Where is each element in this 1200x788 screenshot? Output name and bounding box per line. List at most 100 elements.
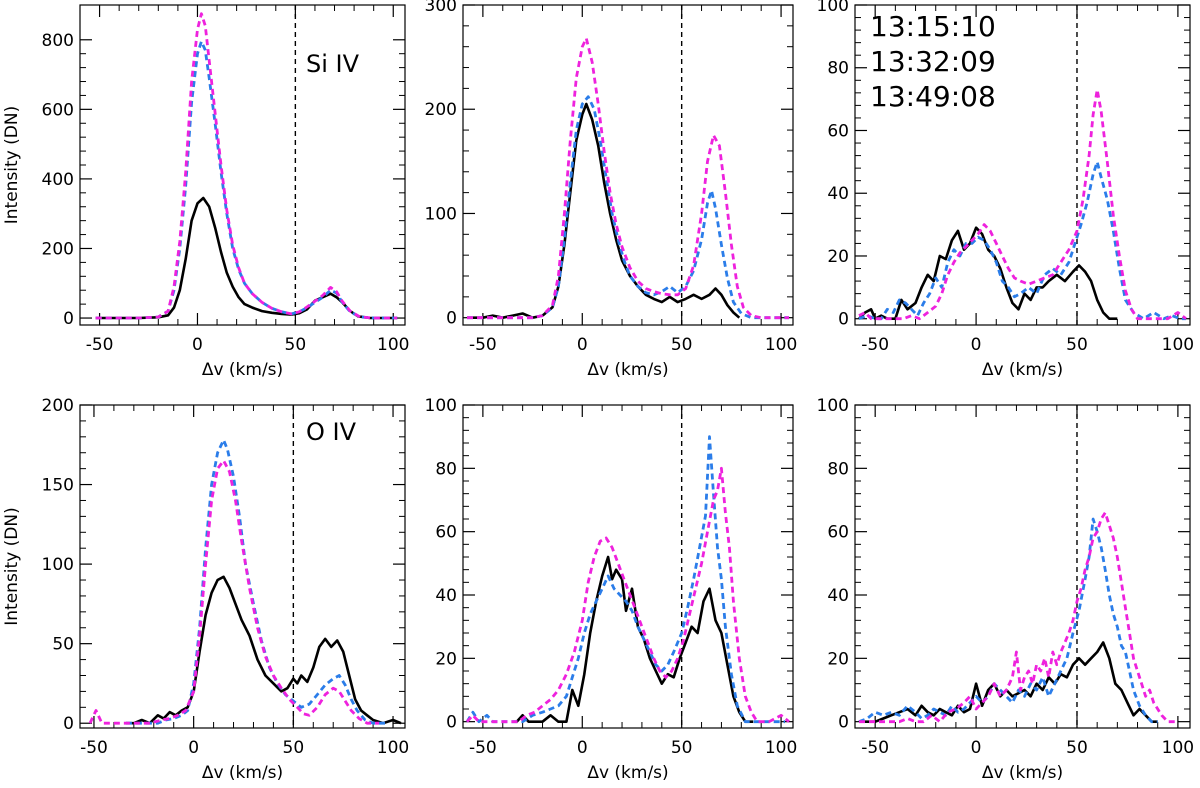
y-tick-label: 100 (42, 555, 74, 575)
y-tick-label: 80 (435, 459, 457, 479)
y-tick-label: 60 (435, 523, 457, 543)
y-tick-label: 200 (42, 396, 74, 416)
legend: 13:15:10 13:32:09 13:49:08 (870, 10, 996, 113)
y-tick-label: 200 (42, 239, 74, 259)
plot-frame (462, 4, 794, 326)
series-line-13-32-09 (858, 160, 1186, 321)
x-tick-label: 0 (192, 335, 203, 355)
series-line-13-15-10 (467, 102, 741, 320)
ion-label-o-iv: O IV (306, 418, 357, 446)
series-group (858, 88, 1187, 321)
series-line-13-32-09 (125, 438, 386, 725)
x-tick-label: -50 (861, 335, 889, 355)
y-tick-label: 100 (817, 0, 849, 16)
x-tick-label: 0 (577, 738, 588, 758)
y-tick-label: 150 (42, 476, 74, 496)
series-line-13-32-09 (858, 517, 1158, 724)
x-tick-label: -50 (469, 335, 497, 355)
y-tick-label: 0 (838, 310, 849, 330)
series-line-13-49-08 (858, 88, 1187, 321)
y-tick-label: 80 (827, 459, 849, 479)
y-tick-label: 60 (827, 121, 849, 141)
series-group (858, 511, 1178, 724)
x-axis-label: Δv (km/s) (982, 360, 1063, 380)
series-group (467, 37, 789, 320)
ion-label-si-iv: Si IV (306, 50, 360, 78)
x-axis-label: Δv (km/s) (982, 763, 1063, 783)
series-line-13-15-10 (859, 641, 1158, 724)
y-axis-label: Intensity (DN) (2, 106, 22, 224)
y-tick-label: 0 (838, 713, 849, 733)
plot-frame (854, 4, 1191, 326)
plot-frame (462, 404, 794, 729)
panel-si-iv-row1-col1: Si IV (306, 50, 360, 78)
y-axis-label: Intensity (DN) (2, 507, 22, 625)
y-tick-label: 100 (817, 396, 849, 416)
x-axis-label: Δv (km/s) (202, 360, 283, 380)
y-tick-label: 60 (827, 523, 849, 543)
x-tick-label: 100 (1162, 738, 1194, 758)
x-axis-label: Δv (km/s) (587, 763, 668, 783)
y-tick-label: 0 (63, 309, 74, 329)
x-tick-label: 100 (377, 738, 409, 758)
series-line-13-15-10 (515, 555, 754, 724)
y-tick-label: 0 (446, 713, 457, 733)
series-group (95, 12, 398, 320)
plot-panel-2: 0 100 200 300 -50 0 50 100 Δv (km/s) (425, 0, 798, 380)
y-tick-label: 200 (425, 100, 457, 120)
y-tick-label: 100 (425, 204, 457, 224)
plot-frame (79, 404, 406, 729)
y-tick-label: 50 (52, 635, 74, 655)
y-tick-label: 800 (42, 31, 74, 51)
series-line-13-49-08 (88, 459, 380, 725)
series-group (88, 438, 402, 725)
y-tick-label: 40 (827, 184, 849, 204)
series-line-13-15-10 (858, 226, 1118, 321)
series-line-13-49-08 (95, 12, 398, 320)
y-tick-label: 0 (446, 309, 457, 329)
legend-entry-13-32-09: 13:32:09 (870, 45, 996, 78)
y-tick-label: 40 (435, 586, 457, 606)
x-tick-label: -50 (80, 738, 108, 758)
series-line-13-15-10 (95, 196, 398, 320)
x-tick-label: 50 (1066, 738, 1088, 758)
series-group (465, 435, 790, 724)
y-tick-label: 20 (435, 649, 457, 669)
x-tick-label: -50 (469, 738, 497, 758)
x-tick-label: -50 (861, 738, 889, 758)
y-tick-label: 300 (425, 0, 457, 16)
y-tick-label: 20 (827, 649, 849, 669)
x-tick-label: 50 (671, 738, 693, 758)
plot-panel-3: 0 20 40 60 80 100 -50 0 50 100 Δv (km/s) (817, 0, 1195, 380)
plot-panel-1: 0 200 400 600 800 -50 0 50 100 Δv (km/s) Intensity… (2, 4, 409, 380)
x-axis-label: Δv (km/s) (587, 360, 668, 380)
y-tick-label: 0 (63, 714, 74, 734)
y-tick-label: 40 (827, 586, 849, 606)
legend-entry-13-49-08: 13:49:08 (870, 80, 996, 113)
panel-o-iv-row2-col1: O IV (306, 418, 357, 446)
y-tick-label: 600 (42, 100, 74, 120)
x-tick-label: 100 (1162, 335, 1194, 355)
y-tick-label: 80 (827, 59, 849, 79)
x-tick-label: 100 (377, 335, 409, 355)
series-line-13-32-09 (467, 95, 789, 320)
x-tick-label: 50 (1066, 335, 1088, 355)
x-axis-label: Δv (km/s) (202, 763, 283, 783)
y-tick-label: 100 (425, 396, 457, 416)
x-tick-label: 0 (577, 335, 588, 355)
x-tick-label: 50 (285, 335, 307, 355)
series-line-13-49-08 (465, 466, 790, 724)
y-tick-label: 400 (42, 170, 74, 190)
legend-entry-13-15-10: 13:15:10 (870, 10, 996, 43)
plot-panel-5: 0 20 40 60 80 100 -50 0 50 100 Δv (km/s) (425, 396, 798, 783)
x-tick-label: 0 (971, 335, 982, 355)
x-tick-label: 50 (671, 335, 693, 355)
x-tick-label: 100 (765, 738, 797, 758)
series-line-13-32-09 (95, 40, 398, 320)
x-tick-label: 50 (283, 738, 305, 758)
x-tick-label: 0 (188, 738, 199, 758)
plot-frame (854, 404, 1191, 729)
series-line-13-32-09 (465, 435, 785, 724)
plot-panel-4: 0 50 100 150 200 -50 0 50 100 Δv (km/s) Intensity … (2, 396, 409, 783)
